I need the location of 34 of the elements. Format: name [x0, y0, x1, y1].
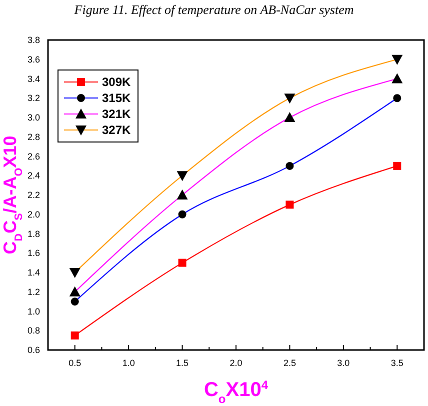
y-tick-label: 3.8	[27, 35, 40, 45]
y-tick-label: 2.6	[27, 151, 40, 162]
legend-label: 327K	[102, 123, 132, 137]
x-tick-label: 3.0	[337, 358, 350, 368]
legend-label: 309K	[102, 75, 132, 89]
y-tick-label: 1.4	[27, 268, 40, 278]
y-tick-label: 2.4	[27, 170, 40, 181]
x-tick-label: 2.5	[283, 358, 296, 368]
x-tick-label: 0.5	[68, 358, 82, 368]
y-tick-label: 1.8	[27, 228, 40, 239]
chart-title: Figure 11. Effect of temperature on AB-NaCar system	[73, 2, 354, 17]
y-tick-label: 3.0	[27, 112, 40, 122]
y-tick-label: 1.6	[27, 248, 40, 258]
y-tick-label: 1.2	[27, 286, 40, 297]
legend-label: 321K	[102, 107, 132, 121]
point	[393, 162, 402, 170]
x-tick-label: 2.0	[230, 358, 242, 368]
point	[70, 331, 79, 340]
point	[286, 200, 294, 209]
y-tick-label: 3.6	[27, 54, 40, 64]
legend-label: 315K	[102, 91, 132, 105]
y-tick-label: 3.2	[27, 93, 40, 104]
point	[178, 258, 186, 267]
y-tick-label: 1.0	[27, 306, 40, 316]
x-axis-title: C$_{o}$X10$^{4}$	[204, 378, 268, 406]
y-tick-label: 0.8	[27, 326, 40, 336]
y-tick-label: 0.6	[27, 345, 40, 355]
y-tick-label: 3.4	[27, 74, 40, 84]
x-tick-label: 1.0	[122, 358, 135, 368]
x-tick-label: 3.5	[390, 358, 404, 368]
x-tick-label: 1.5	[176, 358, 189, 368]
y-tick-label: 2.0	[27, 209, 40, 220]
y-tick-label: 2.2	[27, 190, 40, 200]
y-tick-label: 2.8	[27, 132, 40, 142]
